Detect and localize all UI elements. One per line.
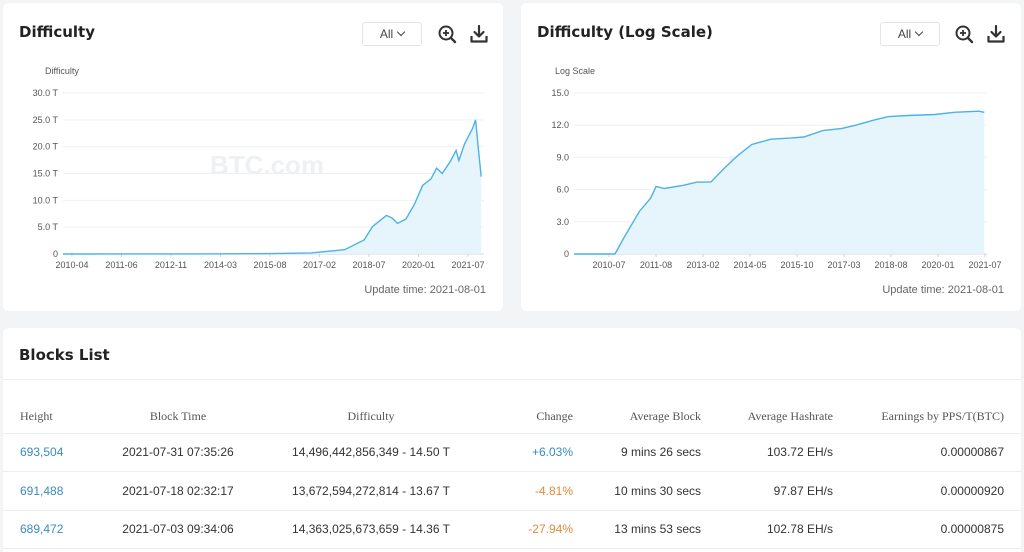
x-tick-label: 2020-01 <box>921 260 954 270</box>
y-tick-label: 15.0 T <box>33 169 59 179</box>
y-tick-label: 5.0 T <box>38 222 59 232</box>
block-average-time: 9 mins 26 secs <box>573 433 701 472</box>
series-line <box>62 119 482 255</box>
block-time: 2021-07-03 09:34:06 <box>103 510 253 549</box>
table-row: 693,504 2021-07-31 07:35:26 14,496,442,8… <box>3 433 1021 472</box>
x-tick-label: 2010-04 <box>55 260 88 270</box>
range-value: All <box>379 27 394 41</box>
difficulty-card: Difficulty All BTC.com Difficulty 0 5.0 T 10… <box>3 3 503 311</box>
log-difficulty-title: Difficulty (Log Scale) <box>537 23 713 41</box>
column-header-average-block: Average Block <box>573 400 701 434</box>
block-average-time: 13 mins 53 secs <box>573 510 701 549</box>
y-tick-label: 15.0 <box>551 88 569 98</box>
block-earnings: 0.00000875 <box>833 510 1021 549</box>
y-tick-label: 20.0 T <box>33 142 59 152</box>
x-tick-label: 2010-07 <box>592 260 625 270</box>
column-header-block-time: Block Time <box>103 400 253 434</box>
block-height-link[interactable]: 691,488 <box>20 483 64 498</box>
y-tick-label: 3.0 <box>556 217 569 227</box>
block-height-link[interactable]: 693,504 <box>20 445 64 460</box>
x-tick-label: 2020-01 <box>402 260 435 270</box>
blocks-list-title: Blocks List <box>19 346 110 364</box>
x-tick-label: 2018-08 <box>874 260 907 270</box>
y-axis-label: Log Scale <box>555 66 595 76</box>
blocks-list-header: Blocks List <box>3 328 1021 380</box>
x-tick-label: 2014-03 <box>204 260 237 270</box>
y-tick-label: 25.0 T <box>33 115 59 125</box>
y-tick-label: 30.0 T <box>33 88 59 98</box>
block-hashrate: 97.87 EH/s <box>701 471 833 511</box>
download-icon[interactable] <box>468 23 490 45</box>
y-tick-label: 12.0 <box>551 120 569 130</box>
x-tick-label: 2021-07 <box>451 260 484 270</box>
x-tick-label: 2021-07 <box>968 260 1001 270</box>
range-select[interactable]: All <box>362 22 422 46</box>
block-average-time: 10 mins 30 secs <box>573 471 701 511</box>
update-time: Update time: 2021-08-01 <box>882 284 1004 296</box>
update-time: Update time: 2021-08-01 <box>364 284 486 296</box>
series-area <box>574 111 985 254</box>
column-header-earnings: Earnings by PPS/T(BTC) <box>833 400 1021 434</box>
x-tick-label: 2015-10 <box>780 260 813 270</box>
difficulty-chart: BTC.com Difficulty 0 5.0 T 10.0 T 15.0 T 20.0 … <box>33 66 485 270</box>
log-difficulty-chart: BTC.comLog Scale03.06.09.012.015.02010-0… <box>551 66 1001 270</box>
table-row: 689,472 2021-07-03 09:34:06 14,363,025,6… <box>3 510 1021 549</box>
download-icon[interactable] <box>985 23 1007 45</box>
difficulty-title: Difficulty <box>19 23 95 41</box>
zoom-in-icon[interactable] <box>436 23 458 45</box>
y-tick-label: 0 <box>564 249 569 259</box>
y-axis-label: Difficulty <box>45 66 79 76</box>
block-time: 2021-07-31 07:35:26 <box>103 433 253 472</box>
y-tick-label: 10.0 T <box>33 195 59 205</box>
column-header-change: Change <box>489 400 573 434</box>
y-tick-label: 9.0 <box>556 152 569 162</box>
block-hashrate: 103.72 EH/s <box>701 433 833 472</box>
column-header-average-hashrate: Average Hashrate <box>701 400 833 434</box>
column-header-difficulty: Difficulty <box>253 400 489 434</box>
y-tick-label: 6.0 <box>556 185 569 195</box>
block-height-link[interactable]: 689,472 <box>20 522 64 537</box>
table-row: 691,488 2021-07-18 02:32:17 13,672,594,2… <box>3 471 1021 511</box>
x-tick-label: 2013-02 <box>686 260 719 270</box>
x-tick-label: 2017-02 <box>303 260 336 270</box>
series-area <box>63 119 482 254</box>
range-select[interactable]: All <box>880 22 940 46</box>
block-earnings: 0.00000867 <box>833 433 1021 472</box>
block-difficulty: 13,672,594,272,814 - 13.67 T <box>253 471 489 511</box>
block-hashrate: 102.78 EH/s <box>701 510 833 549</box>
x-tick-label: 2015-08 <box>253 260 286 270</box>
block-time: 2021-07-18 02:32:17 <box>103 471 253 511</box>
x-tick-label: 2011-08 <box>640 260 672 270</box>
blocks-table: Height Block Time Difficulty Change Aver… <box>3 400 1021 549</box>
chevron-down-icon <box>914 27 924 37</box>
x-tick-label: 2014-05 <box>733 260 766 270</box>
block-earnings: 0.00000920 <box>833 471 1021 511</box>
block-change: +6.03% <box>489 433 573 472</box>
range-value: All <box>897 27 912 41</box>
watermark: BTC.com <box>210 150 324 180</box>
x-tick-label: 2018-07 <box>352 260 385 270</box>
series-line <box>574 110 985 255</box>
block-change: -4.81% <box>489 471 573 511</box>
x-tick-label: 2011-06 <box>105 260 137 270</box>
table-header-row: Height Block Time Difficulty Change Aver… <box>3 400 1021 434</box>
y-tick-label: 0 <box>53 249 58 259</box>
x-tick-label: 2012-11 <box>155 260 187 270</box>
block-change: -27.94% <box>489 510 573 549</box>
column-header-height: Height <box>3 400 103 434</box>
block-difficulty: 14,496,442,856,349 - 14.50 T <box>253 433 489 472</box>
chevron-down-icon <box>396 27 406 37</box>
zoom-in-icon[interactable] <box>953 23 975 45</box>
x-tick-label: 2017-03 <box>827 260 860 270</box>
log-difficulty-card: Difficulty (Log Scale) All BTC.comLog Sc… <box>521 3 1021 311</box>
block-difficulty: 14,363,025,673,659 - 14.36 T <box>253 510 489 549</box>
blocks-list-card: Blocks List Height Block Time Difficulty… <box>3 328 1021 552</box>
